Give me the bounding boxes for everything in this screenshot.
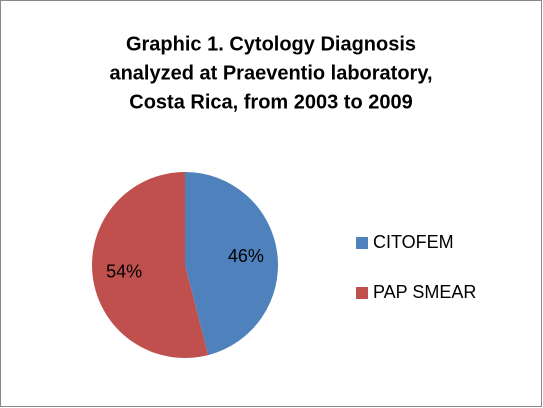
chart-title-line: Costa Rica, from 2003 to 2009: [129, 91, 412, 113]
chart-title-line: Graphic 1. Cytology Diagnosis: [126, 33, 416, 55]
pie-slice: [185, 172, 279, 356]
legend-swatch: [356, 237, 368, 249]
legend-label: CITOFEM: [373, 232, 454, 252]
legend-label: PAP SMEAR: [373, 282, 476, 302]
pie: 46% 54%: [92, 172, 279, 359]
chart-title: Graphic 1. Cytology Diagnosis analyzed at…: [109, 33, 432, 113]
chart-title-line: analyzed at Praeventio laboratory,: [109, 62, 432, 84]
data-label: 46%: [228, 246, 264, 266]
data-label: 54%: [106, 261, 142, 281]
legend-swatch: [356, 287, 368, 299]
pie-slice: [92, 172, 209, 359]
legend: CITOFEM PAP SMEAR: [356, 232, 476, 302]
